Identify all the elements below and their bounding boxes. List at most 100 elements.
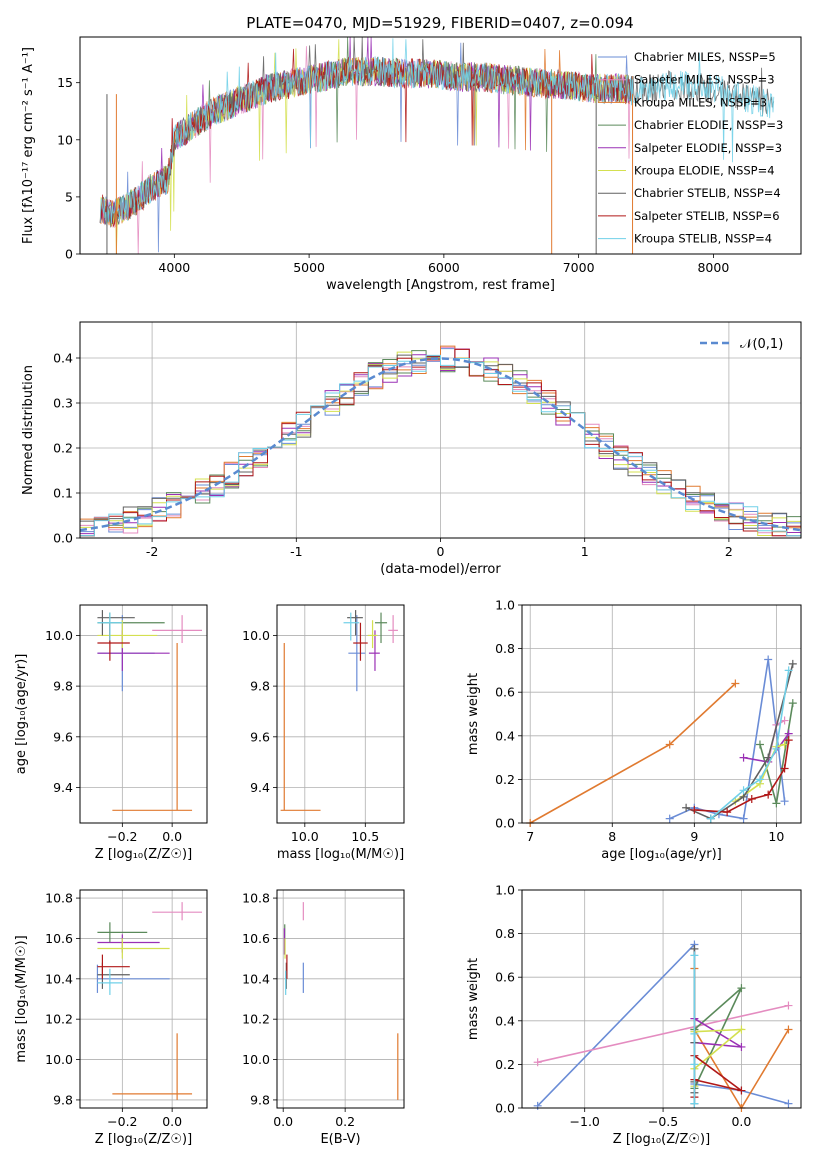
y-tick-label: 10.8	[45, 891, 73, 906]
y-tick-label: 0.2	[53, 441, 73, 456]
weight-marker	[772, 744, 781, 753]
panel-age_vs_Z: −0.2 0.0 9.4 9.6 9.8 10.0 Z [log₁₀(Z/Z☉)] age […	[14, 604, 208, 862]
weight-marker	[723, 808, 732, 817]
y-tick-label: 0.0	[53, 531, 73, 546]
weight-marker	[665, 814, 674, 823]
x-tick-label: 5000	[293, 260, 325, 275]
x-tick-label: 1	[581, 544, 589, 559]
y-tick-label: 0.4	[495, 1013, 515, 1028]
x-tick-label: 9	[690, 829, 698, 844]
weight-line	[529, 682, 736, 824]
plot-frame	[79, 604, 208, 824]
weight-marker	[739, 786, 748, 795]
y-tick-label: 10.6	[242, 931, 270, 946]
weight-marker	[780, 740, 789, 749]
y-tick-label: 9.8	[53, 679, 73, 694]
y-tick-label: 0.6	[495, 685, 515, 700]
panel-weight_vs_Z: −1.0 −0.5 0.0 0.0 0.2 0.4 0.6 0.8 1.0 Z [log₁₀(Z/…	[466, 883, 802, 1147]
weight-marker	[780, 716, 789, 725]
weight-line	[734, 743, 785, 802]
x-axis-label: age [log₁₀(age/yr)]	[601, 847, 722, 862]
weight-marker	[764, 655, 773, 664]
weight-line	[537, 1004, 789, 1063]
legend-entry: Kroupa ELODIE, NSSP=4	[634, 164, 775, 178]
y-tick-label: 10.4	[45, 971, 73, 986]
panel-age_vs_mass: 10.0 10.5 9.4 9.6 9.8 10.0 mass [log₁₀(M/M☉)]	[242, 604, 405, 862]
x-tick-label: 0.0	[162, 829, 182, 844]
y-tick-label: 1.0	[495, 883, 515, 898]
weight-marker	[731, 679, 740, 688]
y-tick-label: 10.2	[45, 1012, 73, 1027]
panel-spectrum: 4000 5000 6000 7000 8000 0 5 10 15 wavelength [An…	[21, 36, 802, 293]
x-tick-label: 6000	[428, 260, 460, 275]
y-tick-label: 0.2	[495, 1057, 515, 1072]
legend-entry: 𝒩(0,1)	[740, 337, 783, 352]
y-tick-label: 10.4	[242, 971, 270, 986]
weight-marker	[690, 1029, 699, 1038]
weight-line	[693, 1055, 742, 1098]
weight-marker	[780, 764, 789, 773]
plot-frame	[79, 321, 802, 539]
y-axis-label: Normed distribution	[21, 365, 36, 495]
x-tick-label: 0.2	[335, 1114, 355, 1129]
y-tick-label: 9.4	[250, 780, 270, 795]
spectrum-lines	[99, 37, 775, 254]
y-tick-label: 10.0	[45, 1052, 73, 1067]
x-tick-label: -1	[290, 544, 302, 559]
plot-frame	[79, 889, 208, 1109]
x-tick-label: −0.5	[648, 1114, 678, 1129]
legend-entry: Salpeter STELIB, NSSP=6	[634, 209, 780, 223]
y-tick-label: 0.1	[53, 486, 73, 501]
x-tick-label: 0	[437, 544, 445, 559]
weight-marker	[784, 1001, 793, 1010]
weight-marker	[665, 740, 674, 749]
y-axis-label: age [log₁₀(age/yr)]	[14, 654, 29, 775]
weight-marker	[784, 736, 793, 745]
weight-marker	[690, 951, 699, 960]
y-tick-label: 0.3	[53, 396, 73, 411]
weight-line	[694, 740, 790, 813]
plot-frame	[79, 36, 802, 255]
x-tick-label: −1.0	[570, 1114, 600, 1129]
x-tick-label: 2	[725, 544, 733, 559]
y-tick-label: 9.8	[53, 1092, 73, 1107]
plot-frame	[276, 889, 405, 1109]
weight-marker	[788, 699, 797, 708]
weight-marker	[690, 1060, 699, 1069]
x-tick-label: 10.0	[291, 829, 319, 844]
y-axis-label: mass [log₁₀(M/M☉)]	[14, 935, 29, 1062]
weight-marker	[788, 659, 797, 668]
weight-marker	[737, 984, 746, 993]
x-axis-label: (data-model)/error	[380, 562, 501, 577]
panel-weight_vs_age: 7 8 9 10 0.0 0.2 0.4 0.6 0.8 1.0 age [log₁₀(age/yr…	[466, 598, 802, 862]
y-axis-label: Flux [fλ10⁻¹⁷ erg cm⁻² s⁻¹ A⁻¹]	[21, 47, 36, 244]
y-tick-label: 0	[65, 247, 73, 262]
weight-marker	[739, 814, 748, 823]
x-tick-label: 4000	[158, 260, 190, 275]
x-tick-label: -2	[146, 544, 158, 559]
legend-entry: Kroupa MILES, NSSP=3	[634, 95, 767, 109]
x-tick-label: 0.0	[162, 1114, 182, 1129]
weight-marker	[682, 803, 691, 812]
weight-marker	[533, 1058, 542, 1067]
weight-marker	[764, 790, 773, 799]
y-tick-label: 10.0	[242, 628, 270, 643]
x-tick-label: 10	[768, 829, 784, 844]
y-tick-label: 10.6	[45, 931, 73, 946]
histograms	[80, 345, 801, 537]
y-tick-label: 0.0	[495, 1101, 515, 1116]
legend-entry: Kroupa STELIB, NSSP=4	[634, 232, 772, 246]
x-tick-label: 0.0	[731, 1114, 751, 1129]
x-axis-label: mass [log₁₀(M/M☉)]	[277, 847, 404, 862]
y-tick-label: 1.0	[495, 598, 515, 613]
y-tick-label: 10.8	[242, 891, 270, 906]
y-axis-label: mass weight	[466, 958, 481, 1040]
x-tick-label: 7	[526, 829, 534, 844]
weight-marker	[737, 1025, 746, 1034]
weight-marker	[784, 666, 793, 675]
panel-residuals: -2 -1 0 1 2 0.0 0.1 0.2 0.3 0.4 (data-model)/error…	[21, 321, 802, 577]
y-tick-label: 15	[57, 75, 73, 90]
x-tick-label: 10.5	[351, 829, 379, 844]
weight-marker	[737, 1042, 746, 1051]
weight-marker	[784, 1025, 793, 1034]
